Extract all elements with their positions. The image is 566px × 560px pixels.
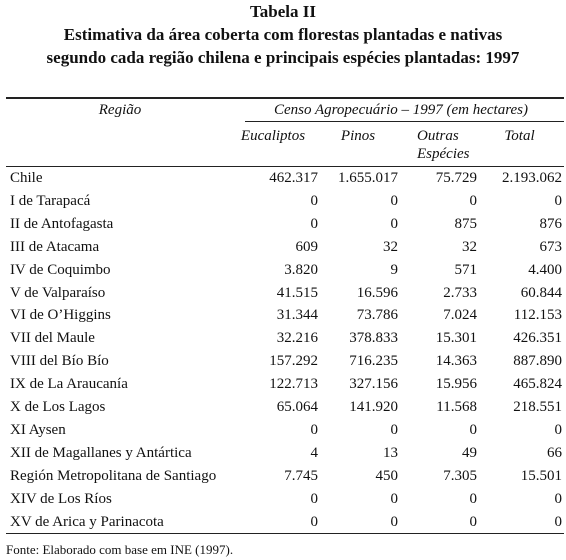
cell: 218.551 — [513, 399, 562, 415]
cell: 378.833 — [349, 330, 398, 347]
row-label: XII de Magallanes y Antártica — [10, 444, 192, 461]
cell: 31.344 — [276, 307, 318, 324]
row-label: XIV de Los Ríos — [10, 490, 112, 507]
column-header: Total — [504, 128, 535, 144]
cell: 0 — [310, 421, 319, 438]
cell: 0 — [310, 513, 319, 530]
row-label: IV de Coquimbo — [10, 261, 111, 278]
row-label: VII del Maule — [10, 330, 95, 347]
row-label: Región Metropolitana de Santiago — [10, 467, 217, 484]
cell: 0 — [390, 215, 399, 232]
row-label: XI Aysen — [10, 421, 66, 438]
cell: 60.844 — [520, 284, 562, 301]
cell: 0 — [469, 490, 478, 507]
cell: 0 — [310, 192, 319, 209]
cell: 0 — [390, 192, 399, 209]
row-label: X de Los Lagos — [10, 399, 106, 415]
cell: 122.713 — [269, 376, 318, 393]
source: Fonte: Elaborado com base em INE (1997). — [6, 542, 234, 557]
cell: 73.786 — [356, 307, 398, 324]
row-label: III de Atacama — [10, 238, 100, 255]
row-label: IX de La Araucanía — [10, 376, 128, 393]
cell: 157.292 — [269, 353, 318, 370]
cell: 327.156 — [349, 376, 398, 393]
cell: 0 — [469, 421, 478, 438]
column-header: Outras Espécies — [417, 128, 470, 162]
cell: 32 — [383, 238, 398, 255]
cell: 32 — [462, 238, 477, 255]
cell: 673 — [539, 238, 563, 255]
cell: 2.193.062 — [502, 170, 562, 186]
cell: 112.153 — [513, 307, 562, 324]
cell: 2.733 — [443, 284, 477, 301]
cell: 13 — [383, 444, 398, 461]
cell: 75.729 — [435, 170, 477, 186]
row-label: V de Valparaíso — [10, 284, 106, 301]
cell: 66 — [547, 444, 562, 461]
row-label: VI de O’Higgins — [10, 307, 111, 324]
cell: 0 — [469, 192, 478, 209]
region-header: Região — [98, 102, 142, 118]
cell: 0 — [390, 513, 399, 530]
cell: 571 — [454, 261, 478, 278]
cell: 4 — [310, 444, 319, 461]
cell: 14.363 — [435, 353, 477, 370]
cell: 876 — [539, 215, 563, 232]
column-header: Pinos — [340, 128, 376, 144]
bottom-rule — [6, 533, 564, 534]
cell: 16.596 — [356, 284, 398, 301]
top-rule — [6, 97, 564, 99]
cell: 11.568 — [436, 399, 477, 415]
cell: 7.745 — [284, 467, 318, 484]
row-label: XV de Arica y Parinacota — [10, 513, 164, 530]
cell: 0 — [469, 513, 478, 530]
cell: 0 — [390, 490, 399, 507]
cell: 15.501 — [520, 467, 562, 484]
cell: 9 — [390, 261, 399, 278]
cell: 0 — [554, 192, 563, 209]
cell: 49 — [462, 444, 477, 461]
group-header: Censo Agropecuário – 1997 (em hectares) — [274, 102, 528, 118]
cell: 141.920 — [349, 399, 398, 415]
cell: 465.824 — [513, 376, 562, 393]
cell: 875 — [454, 215, 478, 232]
row-label: VIII del Bío Bío — [10, 353, 109, 370]
group-rule — [245, 121, 564, 122]
cell: 0 — [390, 421, 399, 438]
cell: 0 — [554, 421, 563, 438]
cell: 609 — [295, 238, 319, 255]
subtitle: segundo cada região chilena e principais… — [46, 48, 520, 67]
title: Tabela II — [250, 2, 316, 21]
cell: 15.956 — [435, 376, 477, 393]
cell: 887.890 — [513, 353, 562, 370]
row-label: Chile — [10, 170, 43, 186]
cell: 4.400 — [528, 261, 562, 278]
cell: 716.235 — [349, 353, 398, 370]
row-label: II de Antofagasta — [10, 215, 114, 232]
cell: 0 — [554, 490, 563, 507]
cell: 41.515 — [276, 284, 318, 301]
subtitle: Estimativa da área coberta com florestas… — [63, 25, 503, 44]
cell: 0 — [310, 215, 319, 232]
cell: 65.064 — [276, 399, 318, 415]
cell: 7.024 — [443, 307, 477, 324]
cell: 3.820 — [284, 261, 318, 278]
cell: 32.216 — [276, 330, 318, 347]
column-header: Eucaliptos — [240, 128, 306, 144]
cell: 0 — [554, 513, 563, 530]
cell: 0 — [310, 490, 319, 507]
row-label: I de Tarapacá — [10, 192, 91, 209]
cell: 15.301 — [435, 330, 477, 347]
cell: 1.655.017 — [338, 170, 398, 186]
cell: 462.317 — [269, 170, 318, 186]
cell: 7.305 — [443, 467, 477, 484]
cell: 426.351 — [513, 330, 562, 347]
cell: 450 — [375, 467, 399, 484]
header-rule — [6, 166, 564, 167]
